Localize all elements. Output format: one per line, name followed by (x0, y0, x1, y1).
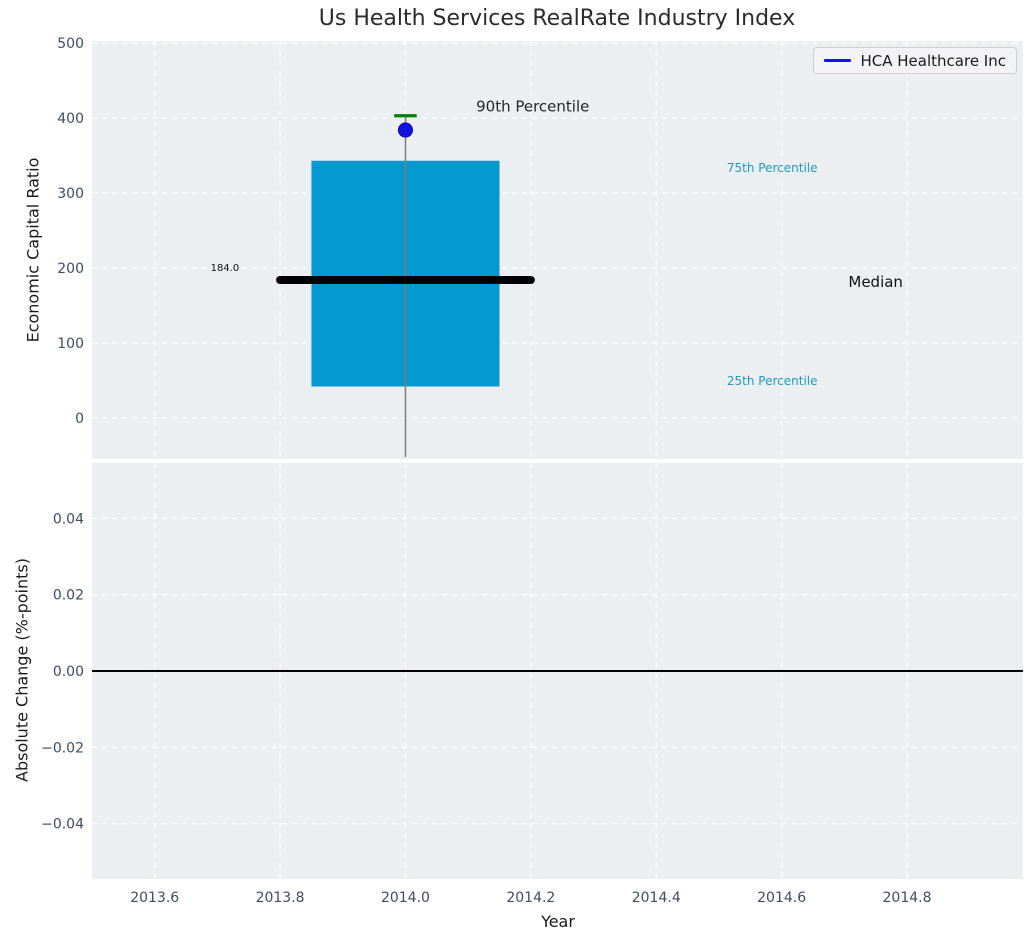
y-tick-label-bottom: −0.04 (41, 817, 84, 833)
x-tick-label: 2014.4 (632, 890, 681, 906)
legend: HCA Healthcare Inc (813, 47, 1017, 74)
legend-line-swatch (824, 59, 851, 62)
chart-title: Us Health Services RealRate Industry Ind… (318, 6, 796, 31)
x-tick-label: 2013.6 (130, 890, 179, 906)
x-tick-label: 2014.8 (883, 890, 932, 906)
x-axis-label: Year (541, 912, 575, 931)
y-tick-label-bottom: 0.00 (53, 664, 84, 680)
x-tick-label: 2014.2 (506, 890, 555, 906)
x-tick-label: 2013.8 (256, 890, 305, 906)
x-tick-label: 2014.6 (757, 890, 806, 906)
annotation-90th-percentile: 90th Percentile (476, 97, 589, 115)
annotation-75th-percentile: 75th Percentile (727, 161, 818, 175)
y-tick-label-top: 300 (57, 186, 84, 202)
y-tick-label-top: 200 (57, 261, 84, 277)
y-tick-label-top: 500 (57, 36, 84, 52)
y-axis-label-bottom: Absolute Change (%-points) (12, 558, 32, 782)
y-tick-label-bottom: 0.04 (53, 511, 84, 527)
y-tick-label-bottom: 0.02 (53, 588, 84, 604)
y-tick-label-top: 400 (57, 111, 84, 127)
top-panel-background (92, 41, 1023, 459)
x-tick-label: 2014.0 (381, 890, 430, 906)
company-point (397, 122, 413, 138)
y-tick-label-top: 100 (57, 336, 84, 352)
y-tick-label-bottom: −0.02 (41, 740, 84, 756)
y-tick-label-top: 0 (75, 411, 84, 427)
annotation-median: Median (848, 273, 903, 291)
annotation-184-0: 184.0 (211, 263, 240, 274)
annotation-25th-percentile: 25th Percentile (727, 374, 818, 388)
legend-label: HCA Healthcare Inc (860, 51, 1007, 70)
y-axis-label-top: Economic Capital Ratio (23, 157, 43, 343)
